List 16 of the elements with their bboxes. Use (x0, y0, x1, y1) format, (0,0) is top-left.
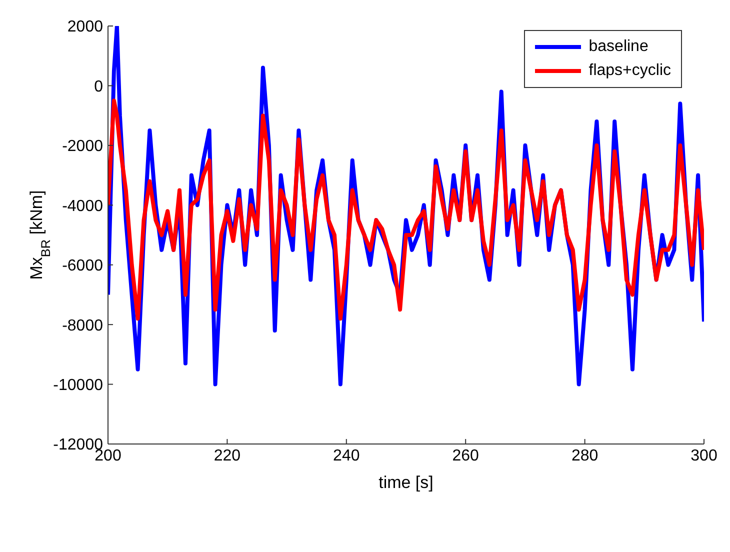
x-tick-label: 220 (214, 447, 241, 464)
x-tick-label: 240 (333, 447, 360, 464)
x-tick-label: 260 (452, 447, 480, 464)
line-series (108, 98, 704, 321)
y-tick-label: -2000 (62, 138, 104, 156)
x-tick-label: 300 (690, 447, 718, 464)
legend-label: flaps+cyclic (588, 62, 671, 80)
x-tick-label: 280 (571, 447, 598, 464)
x-axis-title: time [s] (378, 473, 434, 492)
y-tick-label: -8000 (62, 317, 104, 334)
y-tick-label: -10000 (53, 376, 104, 394)
y-tick-label: 0 (94, 78, 104, 96)
y-tick-label: 2000 (67, 18, 104, 36)
y-tick-label: -6000 (62, 258, 104, 275)
y-tick-label: -4000 (62, 198, 104, 215)
legend-label: baseline (588, 38, 648, 56)
